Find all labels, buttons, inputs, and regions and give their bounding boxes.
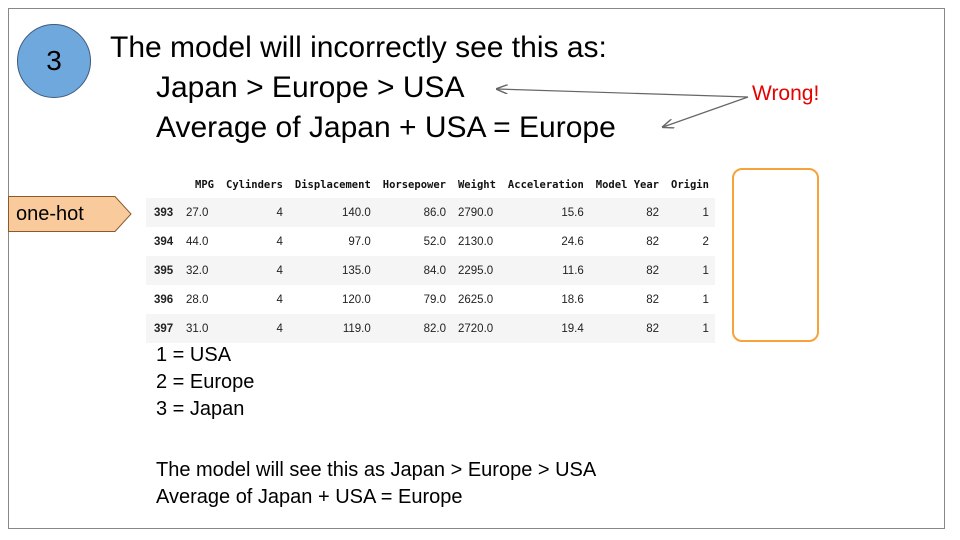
cell-displacement: 120.0 bbox=[341, 293, 371, 306]
cell-displacement: 119.0 bbox=[288, 314, 377, 343]
legend-item-japan: 3 = Japan bbox=[156, 398, 245, 420]
cell-horsepower: 84.0 bbox=[376, 256, 452, 285]
cell-horsepower: 52.0 bbox=[423, 235, 446, 248]
cell-weight: 2625.0 bbox=[457, 293, 494, 306]
cell-acceleration: 24.6 bbox=[561, 235, 584, 248]
cell-weight: 2295.0 bbox=[451, 256, 502, 285]
cell-displacement: 135.0 bbox=[288, 256, 377, 285]
cell-mpg: 44.0 bbox=[186, 235, 209, 248]
cell-mpg: 32.0 bbox=[180, 256, 220, 285]
cell-weight: 2790.0 bbox=[451, 198, 502, 227]
cell-mpg: 27.0 bbox=[180, 198, 220, 227]
table-header-row: MPG Cylinders Displacement Horsepower We… bbox=[146, 172, 715, 198]
cell-acceleration: 11.6 bbox=[501, 256, 590, 285]
arrow-shape-icon bbox=[8, 196, 132, 232]
legend-item-usa: 1 = USA bbox=[156, 344, 232, 366]
slide-frame bbox=[8, 8, 945, 529]
table-row: 394 44.0 4 97.0 52.0 2130.0 24.6 82 2 bbox=[146, 227, 715, 256]
summary-line-average: Average of Japan + USA = Europe bbox=[156, 486, 463, 508]
column-header-mpg: MPG bbox=[195, 179, 214, 191]
statement-average: Average of Japan + USA = Europe bbox=[156, 111, 616, 144]
cell-acceleration: 18.6 bbox=[561, 293, 584, 306]
table-row: 393 27.0 4 140.0 86.0 2790.0 15.6 82 1 bbox=[146, 198, 715, 227]
wrong-callout: Wrong! bbox=[752, 82, 820, 105]
cell-acceleration: 15.6 bbox=[501, 198, 590, 227]
summary-line-ordering: The model will see this as Japan > Europ… bbox=[156, 459, 597, 481]
cell-weight: 2130.0 bbox=[457, 235, 494, 248]
origin-legend: 1 = USA 2 = Europe 3 = Japan bbox=[156, 342, 254, 423]
cell-model-year: 82 bbox=[646, 293, 659, 306]
cell-origin: 2 bbox=[702, 235, 709, 248]
cell-cylinders: 4 bbox=[276, 293, 283, 306]
column-header-origin: Origin bbox=[671, 179, 709, 191]
row-index: 394 bbox=[154, 235, 174, 248]
column-header-acceleration: Acceleration bbox=[507, 179, 584, 191]
cell-mpg: 28.0 bbox=[186, 293, 209, 306]
column-header-displacement: Displacement bbox=[294, 179, 371, 191]
column-header-model-year: Model Year bbox=[595, 179, 659, 191]
row-index: 396 bbox=[154, 293, 174, 306]
cell-acceleration: 19.4 bbox=[501, 314, 590, 343]
cell-cylinders: 4 bbox=[220, 198, 289, 227]
column-header-cylinders: Cylinders bbox=[226, 179, 283, 191]
table-row: 395 32.0 4 135.0 84.0 2295.0 11.6 82 1 bbox=[146, 256, 715, 285]
cell-horsepower: 79.0 bbox=[423, 293, 446, 306]
column-header-horsepower: Horsepower bbox=[382, 179, 446, 191]
statement-ordering: Japan > Europe > USA bbox=[156, 71, 465, 104]
cell-model-year: 82 bbox=[646, 235, 659, 248]
cell-weight: 2720.0 bbox=[451, 314, 502, 343]
summary-text: The model will see this as Japan > Europ… bbox=[156, 457, 596, 511]
column-header-index bbox=[146, 172, 180, 198]
cell-cylinders: 4 bbox=[220, 314, 289, 343]
cell-model-year: 82 bbox=[589, 256, 665, 285]
cell-cylinders: 4 bbox=[220, 256, 289, 285]
cell-displacement: 140.0 bbox=[288, 198, 377, 227]
cell-horsepower: 86.0 bbox=[376, 198, 452, 227]
cell-origin: 1 bbox=[665, 256, 715, 285]
slide-title: The model will incorrectly see this as: bbox=[110, 31, 607, 64]
table-row: 397 31.0 4 119.0 82.0 2720.0 19.4 82 1 bbox=[146, 314, 715, 343]
one-hot-label: one-hot bbox=[16, 203, 84, 225]
cell-displacement: 97.0 bbox=[348, 235, 371, 248]
cell-origin: 1 bbox=[702, 293, 709, 306]
cell-mpg: 31.0 bbox=[180, 314, 220, 343]
cell-origin: 1 bbox=[665, 198, 715, 227]
step-number: 3 bbox=[46, 45, 62, 76]
cell-horsepower: 82.0 bbox=[376, 314, 452, 343]
auto-mpg-table: MPG Cylinders Displacement Horsepower We… bbox=[146, 172, 715, 343]
row-index: 397 bbox=[146, 314, 180, 343]
step-number-badge: 3 bbox=[17, 24, 91, 98]
row-index: 393 bbox=[146, 198, 180, 227]
column-header-weight: Weight bbox=[457, 179, 496, 191]
origin-column-highlight bbox=[732, 168, 819, 342]
table-row: 396 28.0 4 120.0 79.0 2625.0 18.6 82 1 bbox=[146, 285, 715, 314]
cell-cylinders: 4 bbox=[276, 235, 283, 248]
one-hot-tag: one-hot bbox=[8, 196, 132, 232]
cell-model-year: 82 bbox=[589, 198, 665, 227]
cell-model-year: 82 bbox=[589, 314, 665, 343]
cell-origin: 1 bbox=[665, 314, 715, 343]
row-index: 395 bbox=[146, 256, 180, 285]
legend-item-europe: 2 = Europe bbox=[156, 371, 255, 393]
